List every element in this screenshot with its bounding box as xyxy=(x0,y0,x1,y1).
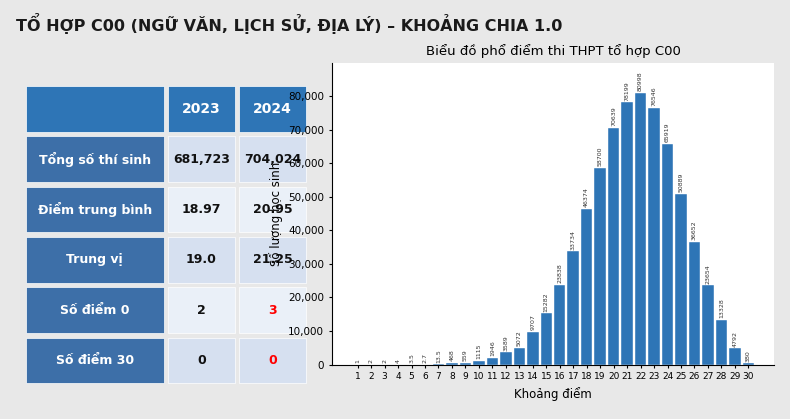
FancyBboxPatch shape xyxy=(239,338,306,383)
FancyBboxPatch shape xyxy=(26,86,164,132)
Text: 9707: 9707 xyxy=(530,314,536,330)
Bar xyxy=(743,363,754,365)
Bar xyxy=(500,352,512,365)
Text: 2.7: 2.7 xyxy=(423,353,427,363)
Text: Điểm trung bình: Điểm trung bình xyxy=(38,202,152,217)
FancyBboxPatch shape xyxy=(26,237,164,282)
Bar xyxy=(622,102,633,365)
FancyBboxPatch shape xyxy=(26,338,164,383)
Text: Tổng số thí sinh: Tổng số thí sinh xyxy=(39,152,151,167)
Bar xyxy=(662,144,673,365)
Bar xyxy=(608,128,619,365)
Bar xyxy=(473,361,484,365)
Bar xyxy=(446,363,457,365)
Bar xyxy=(594,168,606,365)
Text: 21.25: 21.25 xyxy=(253,253,292,266)
Bar xyxy=(675,194,687,365)
Text: 1: 1 xyxy=(356,359,360,363)
Bar xyxy=(635,93,646,365)
Text: 23838: 23838 xyxy=(557,263,562,283)
X-axis label: Khoảng điểm: Khoảng điểm xyxy=(514,387,592,401)
FancyBboxPatch shape xyxy=(168,338,235,383)
Text: 4: 4 xyxy=(396,359,401,363)
Bar xyxy=(540,313,552,365)
Bar xyxy=(554,285,566,365)
Text: 78199: 78199 xyxy=(625,81,630,101)
Text: 0: 0 xyxy=(268,354,277,367)
Text: 3.5: 3.5 xyxy=(409,353,414,363)
Text: 13.5: 13.5 xyxy=(436,349,441,363)
Text: 380: 380 xyxy=(746,350,750,362)
Bar xyxy=(487,358,498,365)
Bar xyxy=(702,285,713,365)
Text: 1946: 1946 xyxy=(490,341,495,356)
Bar xyxy=(689,242,700,365)
Text: 13328: 13328 xyxy=(719,298,724,318)
Bar xyxy=(514,347,525,365)
Text: 2: 2 xyxy=(197,303,206,317)
Text: 33734: 33734 xyxy=(570,230,576,250)
Text: 2024: 2024 xyxy=(253,102,292,116)
Text: 2023: 2023 xyxy=(182,102,221,116)
Text: 46374: 46374 xyxy=(584,188,589,207)
Text: 559: 559 xyxy=(463,349,468,361)
FancyBboxPatch shape xyxy=(239,237,306,282)
Text: 80998: 80998 xyxy=(638,72,643,91)
Text: Số điểm 30: Số điểm 30 xyxy=(56,354,134,367)
Text: 704,024: 704,024 xyxy=(244,153,301,166)
Text: 19.0: 19.0 xyxy=(186,253,217,266)
Text: 65919: 65919 xyxy=(665,122,670,142)
Text: 468: 468 xyxy=(450,349,454,361)
Text: 58700: 58700 xyxy=(598,147,603,166)
Text: 3: 3 xyxy=(269,303,276,317)
Title: Biểu đồ phổ điểm thi THPT tổ hợp C00: Biểu đồ phổ điểm thi THPT tổ hợp C00 xyxy=(426,44,680,57)
FancyBboxPatch shape xyxy=(239,86,306,132)
Bar xyxy=(581,209,592,365)
Text: 4792: 4792 xyxy=(732,331,737,347)
Text: 5072: 5072 xyxy=(517,330,522,346)
Text: Số điểm 0: Số điểm 0 xyxy=(60,303,130,317)
Text: 23654: 23654 xyxy=(705,264,710,284)
FancyBboxPatch shape xyxy=(26,137,164,182)
Text: 70639: 70639 xyxy=(611,106,616,126)
FancyBboxPatch shape xyxy=(168,137,235,182)
Bar xyxy=(649,108,660,365)
FancyBboxPatch shape xyxy=(239,187,306,232)
Text: 1115: 1115 xyxy=(476,344,481,359)
FancyBboxPatch shape xyxy=(26,287,164,333)
Bar xyxy=(729,349,740,365)
Text: Trung vị: Trung vị xyxy=(66,253,123,266)
Bar xyxy=(567,251,579,365)
Bar xyxy=(527,332,539,365)
Text: 2: 2 xyxy=(369,359,374,363)
FancyBboxPatch shape xyxy=(239,137,306,182)
Text: 36652: 36652 xyxy=(692,220,697,240)
FancyBboxPatch shape xyxy=(26,187,164,232)
Text: 18.97: 18.97 xyxy=(182,203,221,216)
Y-axis label: Số lượng học sinh: Số lượng học sinh xyxy=(269,162,283,266)
Text: 15282: 15282 xyxy=(544,292,549,312)
Text: 681,723: 681,723 xyxy=(173,153,230,166)
Text: 2: 2 xyxy=(382,359,387,363)
Text: 50889: 50889 xyxy=(679,173,683,192)
FancyBboxPatch shape xyxy=(168,86,235,132)
Text: 3589: 3589 xyxy=(503,335,508,351)
FancyBboxPatch shape xyxy=(168,187,235,232)
Bar xyxy=(460,363,471,365)
Text: 76546: 76546 xyxy=(652,87,656,106)
Bar xyxy=(716,320,727,365)
FancyBboxPatch shape xyxy=(168,287,235,333)
Text: 0: 0 xyxy=(197,354,206,367)
Text: TỔ HỢP C00 (NGỮ VĂN, LỊCH SỬ, ĐỊA LÝ) – KHOẢNG CHIA 1.0: TỔ HỢP C00 (NGỮ VĂN, LỊCH SỬ, ĐỊA LÝ) – … xyxy=(16,13,562,34)
FancyBboxPatch shape xyxy=(239,287,306,333)
Text: 20.95: 20.95 xyxy=(253,203,292,216)
FancyBboxPatch shape xyxy=(168,237,235,282)
